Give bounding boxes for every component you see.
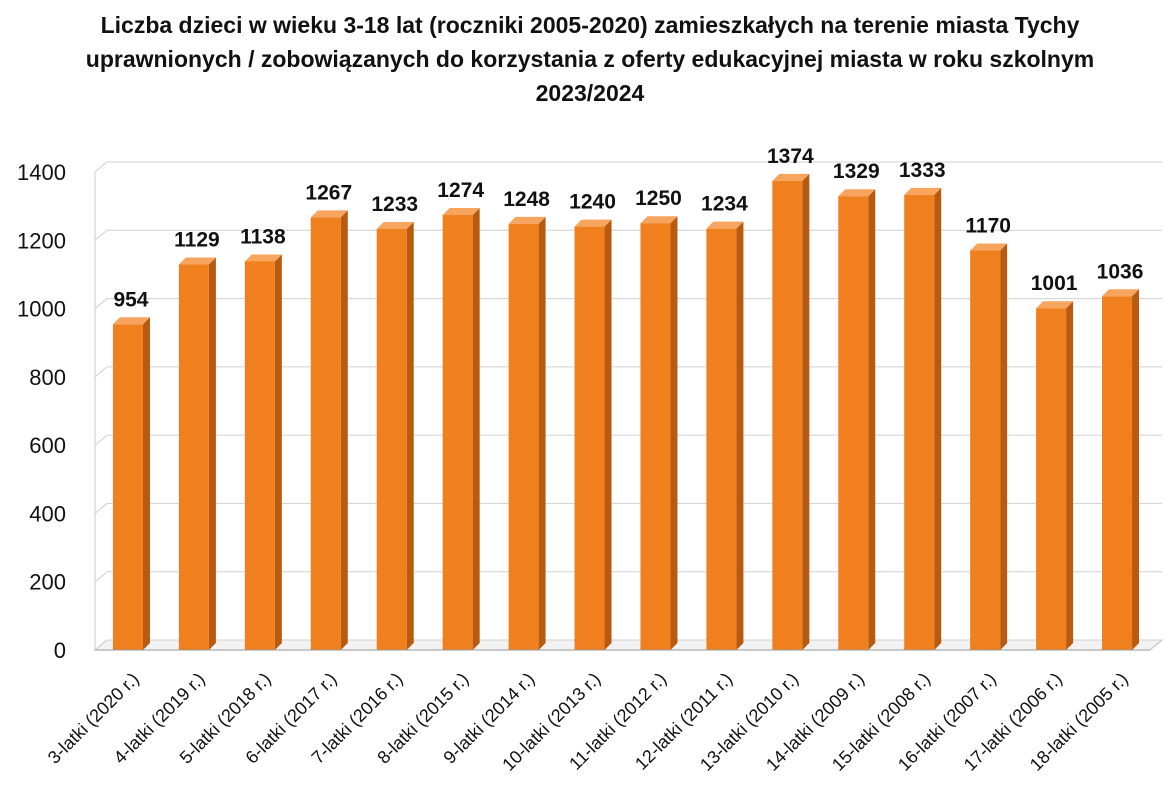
bar-top	[310, 210, 348, 218]
value-label: 1329	[833, 160, 880, 183]
y-tick-label: 400	[29, 501, 66, 526]
grid-line-side	[94, 366, 108, 378]
bar-side	[802, 173, 810, 650]
bar-top	[772, 173, 810, 181]
bar	[574, 226, 605, 650]
grid-line-side	[94, 161, 108, 173]
y-tick-label: 1400	[17, 160, 66, 185]
bar	[178, 264, 209, 650]
bar-top	[244, 254, 282, 262]
bar-side	[1000, 243, 1008, 650]
bar-top	[706, 221, 744, 229]
bar	[838, 196, 869, 650]
bar-side	[340, 210, 348, 650]
bar-side	[670, 216, 678, 650]
bar-top	[640, 216, 678, 224]
bar	[442, 215, 473, 650]
chart-title: Liczba dzieci w wieku 3-18 lat (roczniki…	[85, 12, 1095, 106]
value-label: 1138	[240, 225, 286, 248]
bar-side	[208, 257, 216, 650]
bar-side	[736, 221, 744, 651]
y-tick-label: 0	[54, 638, 66, 663]
bar-side	[1066, 301, 1074, 650]
y-tick-label: 800	[29, 365, 66, 390]
value-label: 1274	[437, 179, 484, 202]
grid-line-side	[94, 298, 108, 309]
value-label: 1267	[305, 181, 352, 204]
bar-side	[1132, 289, 1140, 650]
y-tick-label: 1200	[17, 228, 66, 253]
bar-top	[442, 208, 480, 216]
bar-top	[970, 243, 1008, 251]
y-tick-label: 1000	[17, 297, 66, 322]
y-tick-label: 600	[29, 433, 66, 458]
value-label: 1333	[899, 159, 946, 182]
y-tick-label: 200	[29, 570, 66, 595]
bar-side	[604, 219, 612, 650]
value-label: 1233	[371, 193, 418, 216]
value-label: 1374	[767, 145, 814, 168]
value-label: 1250	[635, 187, 682, 210]
value-label: 1036	[1097, 260, 1144, 283]
bar-side	[274, 254, 282, 650]
value-label: 1129	[174, 229, 220, 252]
bar-side	[868, 189, 876, 650]
bar	[112, 324, 143, 650]
bar-side	[472, 208, 480, 650]
bar-top	[574, 219, 612, 227]
value-label: 1234	[701, 193, 748, 216]
bar	[1036, 308, 1067, 650]
bar-side	[934, 187, 942, 650]
bar-top	[178, 257, 216, 265]
value-label: 1001	[1031, 272, 1078, 295]
bar-side	[538, 216, 546, 650]
grid-line-side	[94, 571, 108, 583]
bar	[904, 194, 935, 650]
value-label: 1248	[503, 188, 550, 211]
value-label: 1170	[965, 215, 1011, 238]
bar-top	[904, 187, 942, 195]
grid-line-side	[94, 434, 108, 446]
bar	[376, 229, 407, 651]
bar-top	[376, 222, 414, 230]
grid-line-side	[94, 229, 108, 241]
bar	[640, 223, 671, 650]
bar	[706, 228, 737, 651]
bar-top	[838, 189, 876, 197]
value-label: 954	[113, 288, 148, 311]
bar-side	[406, 222, 414, 651]
bar-top	[1102, 289, 1140, 297]
bar-top	[508, 216, 546, 224]
bar	[508, 223, 539, 650]
value-label: 1240	[569, 191, 616, 214]
grid-line-side	[94, 503, 108, 514]
bar	[1102, 296, 1133, 650]
grid-line-side	[94, 639, 108, 651]
bar	[772, 180, 803, 650]
bar	[310, 217, 341, 650]
bar-top	[112, 317, 150, 325]
bar	[970, 250, 1001, 650]
bar-side	[142, 317, 150, 650]
bar	[244, 261, 275, 650]
bar-top	[1036, 301, 1074, 309]
